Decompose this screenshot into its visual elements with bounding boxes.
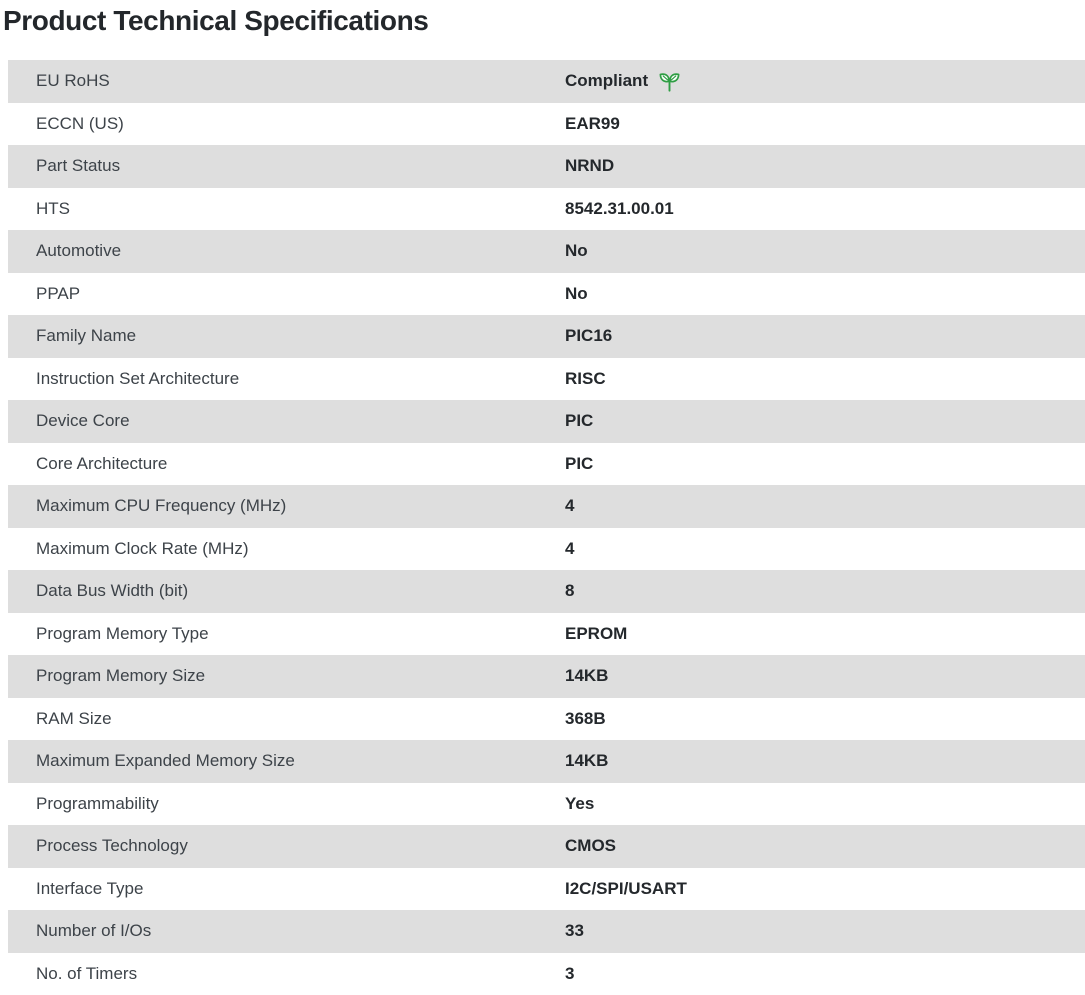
spec-value: 8542.31.00.01: [565, 199, 674, 219]
spec-value-wrap: 8: [565, 581, 574, 601]
rohs-leaf-icon: [658, 70, 681, 93]
spec-row: Interface Type I2C/SPI/USART: [8, 868, 1085, 911]
spec-row: Automotive No: [8, 230, 1085, 273]
spec-value-wrap: PIC: [565, 411, 593, 431]
spec-label: ECCN (US): [8, 114, 565, 134]
spec-row: Program Memory Type EPROM: [8, 613, 1085, 656]
spec-table: EU RoHS Compliant ECCN (US) EAR99 Part S…: [8, 60, 1085, 995]
spec-row: Instruction Set Architecture RISC: [8, 358, 1085, 401]
spec-value-wrap: PIC16: [565, 326, 612, 346]
spec-label: Interface Type: [8, 879, 565, 899]
spec-row: Number of I/Os 33: [8, 910, 1085, 953]
spec-value-wrap: 4: [565, 496, 574, 516]
spec-label: HTS: [8, 199, 565, 219]
spec-value-wrap: 3: [565, 964, 574, 984]
spec-label: PPAP: [8, 284, 565, 304]
spec-value-wrap: NRND: [565, 156, 614, 176]
spec-label: Family Name: [8, 326, 565, 346]
spec-label: Maximum Clock Rate (MHz): [8, 539, 565, 559]
spec-row: RAM Size 368B: [8, 698, 1085, 741]
spec-value-wrap: 8542.31.00.01: [565, 199, 674, 219]
spec-row: HTS 8542.31.00.01: [8, 188, 1085, 231]
spec-value-wrap: I2C/SPI/USART: [565, 879, 687, 899]
spec-label: Automotive: [8, 241, 565, 261]
spec-row: EU RoHS Compliant: [8, 60, 1085, 103]
spec-value: CMOS: [565, 836, 616, 856]
spec-value: 14KB: [565, 666, 608, 686]
spec-label: Core Architecture: [8, 454, 565, 474]
spec-value: PIC16: [565, 326, 612, 346]
spec-label: Device Core: [8, 411, 565, 431]
spec-value-wrap: 33: [565, 921, 584, 941]
spec-value-wrap: 368B: [565, 709, 606, 729]
spec-row: PPAP No: [8, 273, 1085, 316]
spec-value: 14KB: [565, 751, 608, 771]
spec-label: Number of I/Os: [8, 921, 565, 941]
spec-value-wrap: No: [565, 241, 588, 261]
spec-value-wrap: EPROM: [565, 624, 627, 644]
spec-value: 3: [565, 964, 574, 984]
spec-value: 33: [565, 921, 584, 941]
spec-label: Data Bus Width (bit): [8, 581, 565, 601]
spec-label: Process Technology: [8, 836, 565, 856]
spec-value-wrap: PIC: [565, 454, 593, 474]
spec-value-wrap: CMOS: [565, 836, 616, 856]
spec-label: Programmability: [8, 794, 565, 814]
spec-value-wrap: Compliant: [565, 69, 681, 93]
spec-value: RISC: [565, 369, 606, 389]
spec-value: 8: [565, 581, 574, 601]
page-title: Product Technical Specifications: [0, 0, 1085, 39]
spec-value-wrap: RISC: [565, 369, 606, 389]
spec-value: EPROM: [565, 624, 627, 644]
spec-label: RAM Size: [8, 709, 565, 729]
spec-row: Maximum Expanded Memory Size 14KB: [8, 740, 1085, 783]
spec-row: ECCN (US) EAR99: [8, 103, 1085, 146]
spec-row: Program Memory Size 14KB: [8, 655, 1085, 698]
spec-row: Part Status NRND: [8, 145, 1085, 188]
spec-value: I2C/SPI/USART: [565, 879, 687, 899]
spec-value: No: [565, 241, 588, 261]
spec-value: EAR99: [565, 114, 620, 134]
spec-value: Yes: [565, 794, 594, 814]
spec-label: Maximum Expanded Memory Size: [8, 751, 565, 771]
spec-value: PIC: [565, 411, 593, 431]
spec-value-wrap: No: [565, 284, 588, 304]
spec-row: Maximum CPU Frequency (MHz) 4: [8, 485, 1085, 528]
spec-value-wrap: Yes: [565, 794, 594, 814]
spec-value-wrap: EAR99: [565, 114, 620, 134]
spec-value-wrap: 4: [565, 539, 574, 559]
spec-value-wrap: 14KB: [565, 751, 608, 771]
spec-value: 4: [565, 496, 574, 516]
spec-row: Process Technology CMOS: [8, 825, 1085, 868]
spec-label: Part Status: [8, 156, 565, 176]
spec-label: No. of Timers: [8, 964, 565, 984]
spec-value: NRND: [565, 156, 614, 176]
spec-label: EU RoHS: [8, 71, 565, 91]
spec-label: Instruction Set Architecture: [8, 369, 565, 389]
spec-label: Program Memory Size: [8, 666, 565, 686]
spec-row: Device Core PIC: [8, 400, 1085, 443]
spec-row: Programmability Yes: [8, 783, 1085, 826]
spec-row: Maximum Clock Rate (MHz) 4: [8, 528, 1085, 571]
spec-row: Data Bus Width (bit) 8: [8, 570, 1085, 613]
spec-value: 4: [565, 539, 574, 559]
spec-value: No: [565, 284, 588, 304]
spec-value-wrap: 14KB: [565, 666, 608, 686]
spec-value: PIC: [565, 454, 593, 474]
spec-row: Core Architecture PIC: [8, 443, 1085, 486]
spec-value: 368B: [565, 709, 606, 729]
spec-value: Compliant: [565, 71, 648, 91]
spec-row: Family Name PIC16: [8, 315, 1085, 358]
spec-label: Maximum CPU Frequency (MHz): [8, 496, 565, 516]
spec-row: No. of Timers 3: [8, 953, 1085, 995]
spec-label: Program Memory Type: [8, 624, 565, 644]
